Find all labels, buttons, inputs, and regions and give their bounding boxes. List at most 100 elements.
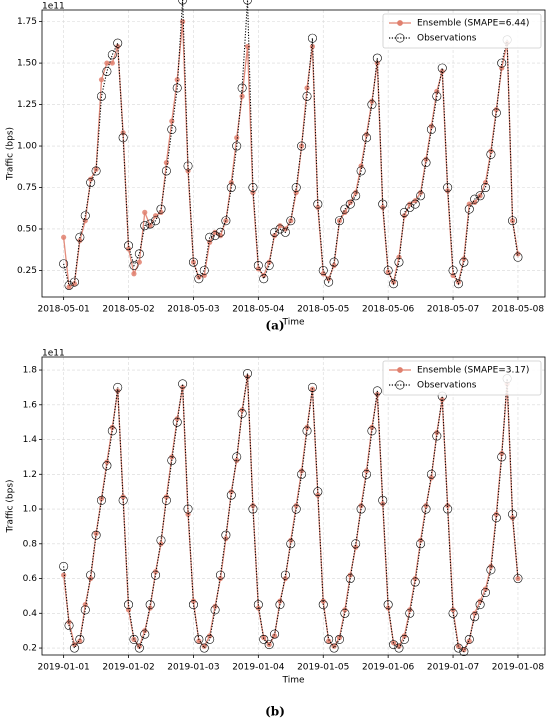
data-point (481, 183, 491, 193)
data-point (134, 249, 144, 259)
data-point (499, 450, 505, 457)
data-point (178, 379, 188, 389)
data-point (66, 619, 72, 625)
y-tick-label: 0.25 (17, 266, 37, 276)
data-point (432, 91, 442, 101)
data-point (432, 431, 442, 441)
data-point (75, 634, 85, 644)
data-point (428, 123, 435, 129)
data-point (264, 640, 274, 650)
data-point (372, 53, 382, 63)
data-point (405, 202, 415, 212)
x-tick-label: 2019-01-04 (232, 663, 285, 673)
data-point (304, 85, 310, 91)
data-point (129, 260, 139, 270)
data-point (80, 211, 90, 221)
data-point (131, 271, 137, 277)
series-line (62, 21, 519, 289)
data-point (396, 254, 402, 260)
data-point (383, 600, 393, 610)
data-point (109, 424, 115, 430)
x-tick-label: 2019-01-07 (427, 663, 479, 673)
data-point (389, 279, 399, 289)
data-point (334, 216, 344, 226)
data-point (466, 638, 472, 644)
legend-box (382, 360, 542, 396)
data-point (64, 280, 74, 290)
data-point (277, 223, 283, 229)
plot-frame (41, 9, 546, 298)
y-axis-label: Traffic (bps) (6, 479, 16, 533)
data-point (288, 218, 294, 224)
data-point (93, 166, 99, 172)
data-point (459, 257, 469, 267)
data-point (482, 586, 489, 592)
data-point (210, 605, 220, 615)
data-point (383, 265, 393, 275)
x-tick-label: 2019-01-05 (297, 663, 349, 673)
data-point (205, 634, 215, 644)
data-point (299, 143, 305, 149)
data-point (313, 199, 323, 209)
data-point (275, 224, 285, 234)
data-point (481, 587, 491, 597)
data-point (423, 156, 429, 162)
data-point (91, 530, 101, 540)
data-point (178, 0, 188, 5)
data-point (416, 539, 426, 549)
data-point (163, 494, 169, 500)
data-point (291, 504, 301, 514)
data-point (410, 199, 420, 209)
x-tick-label: 2019-01-03 (167, 663, 219, 673)
data-point (418, 537, 424, 543)
data-point (331, 262, 337, 269)
data-point (297, 141, 307, 151)
data-point (142, 209, 148, 215)
data-point (426, 469, 436, 479)
data-point (389, 640, 399, 650)
y-tick-label: 1.6 (23, 400, 38, 410)
data-point (362, 133, 372, 143)
data-point (399, 207, 409, 217)
data-point (129, 634, 139, 644)
data-point (98, 77, 105, 83)
data-point (491, 108, 501, 118)
data-point (453, 643, 463, 653)
data-point (378, 199, 388, 209)
data-point (134, 643, 144, 653)
data-point (86, 178, 96, 188)
data-point (250, 502, 256, 509)
data-point (75, 232, 85, 242)
data-point (421, 158, 431, 168)
data-point (86, 570, 96, 580)
x-axis-label: Time (281, 676, 304, 686)
data-point (77, 638, 83, 644)
legend-label: Observations (417, 34, 477, 44)
data-point (418, 189, 424, 196)
data-point (167, 455, 177, 465)
data-point (113, 38, 123, 48)
data-point (59, 561, 69, 571)
data-point (347, 199, 353, 206)
data-point (248, 183, 258, 193)
data-point (226, 183, 236, 193)
data-point (439, 396, 445, 403)
data-point (59, 259, 69, 269)
data-point (475, 191, 485, 201)
data-point (369, 98, 375, 104)
caption: (a) (265, 319, 284, 333)
data-point (307, 382, 317, 392)
data-point (96, 495, 106, 505)
data-point (351, 539, 361, 549)
data-point (152, 213, 159, 219)
data-point (188, 600, 198, 610)
data-point (374, 60, 380, 66)
data-point (69, 643, 79, 653)
y-tick-label: 0.50 (17, 224, 37, 234)
data-point (270, 227, 280, 237)
data-point (318, 265, 328, 275)
data-point (372, 386, 382, 396)
data-point (102, 461, 112, 471)
data-point (96, 91, 106, 101)
